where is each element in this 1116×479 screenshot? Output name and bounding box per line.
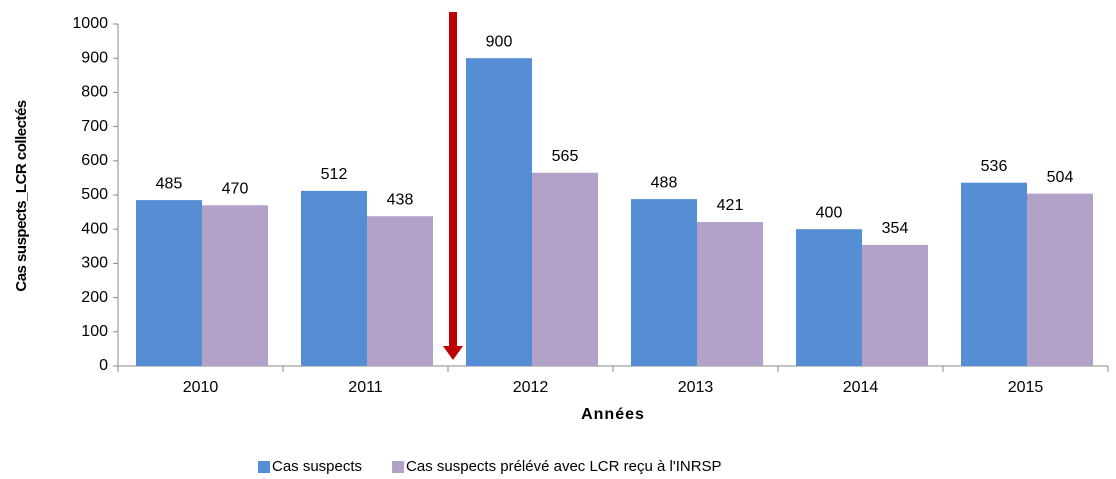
y-tick-label: 300	[81, 255, 108, 272]
y-tick-label: 800	[81, 84, 108, 101]
arrow-head	[443, 346, 463, 360]
bar	[961, 182, 1027, 366]
value-label: 900	[486, 33, 513, 50]
bar	[466, 58, 532, 366]
bar	[136, 200, 202, 366]
bar	[532, 172, 598, 366]
legend-label: Cas suspects prélévé avec LCR reçu à l'I…	[406, 458, 722, 475]
x-tick-label: 2012	[513, 379, 549, 396]
y-axis-label: Cas suspects_LCR collectés	[13, 100, 30, 291]
bar	[631, 199, 697, 366]
value-label: 438	[387, 191, 414, 208]
bar	[202, 205, 268, 366]
x-tick-label: 2010	[183, 379, 219, 396]
y-tick-label: 500	[81, 186, 108, 203]
value-label: 470	[222, 180, 249, 197]
y-tick-label: 100	[81, 323, 108, 340]
x-tick-label: 2013	[678, 379, 714, 396]
value-label: 400	[816, 204, 843, 221]
bar	[301, 190, 367, 366]
y-tick-label: 400	[81, 220, 108, 237]
bar	[697, 222, 763, 366]
arrow	[443, 12, 463, 360]
value-label: 488	[651, 174, 678, 191]
x-tick-label: 2011	[348, 379, 383, 396]
y-tick-label: 600	[81, 152, 108, 169]
x-axis-label: Années	[581, 406, 645, 423]
value-label: 504	[1047, 169, 1074, 186]
legend-swatch	[258, 461, 270, 473]
x-tick-label: 2014	[843, 379, 879, 396]
value-label: 512	[321, 166, 348, 183]
x-tick-label: 2015	[1008, 379, 1044, 396]
bar	[862, 244, 928, 366]
bar	[367, 216, 433, 366]
value-label: 354	[882, 220, 909, 237]
value-label: 565	[552, 148, 579, 165]
value-label: 421	[717, 197, 744, 214]
y-tick-label: 700	[81, 118, 108, 135]
y-tick-label: 200	[81, 289, 108, 306]
value-label: 536	[981, 158, 1008, 175]
y-tick-label: 900	[81, 49, 108, 66]
legend-label: Cas suspects	[272, 458, 362, 475]
bar	[1027, 193, 1093, 366]
y-tick-label: 0	[99, 357, 108, 374]
value-label: 485	[156, 175, 183, 192]
y-tick-label: 1000	[72, 15, 108, 32]
legend-swatch	[392, 461, 405, 473]
bar	[796, 229, 862, 366]
arrow-shaft	[449, 12, 457, 348]
